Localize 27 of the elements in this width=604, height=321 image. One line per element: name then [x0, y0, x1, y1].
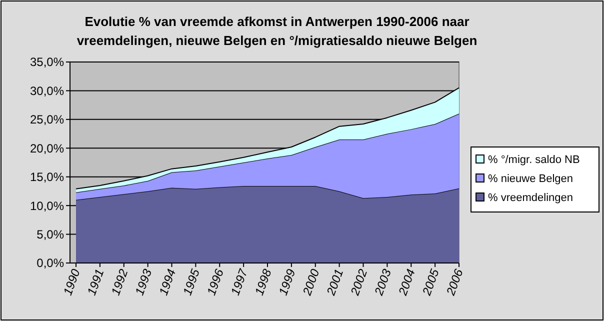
legend-label: % vreemdelingen: [488, 192, 573, 204]
x-tick-label: 2000: [300, 266, 322, 298]
x-tick-label: 2005: [419, 266, 442, 298]
x-tick-label: 1996: [204, 266, 227, 298]
legend-label: % nieuwe Belgen: [488, 172, 574, 185]
x-tick-label: 1991: [84, 267, 107, 298]
y-tick-label: 20,0%: [30, 141, 64, 156]
x-tick-label: 2003: [371, 266, 394, 298]
x-tick-label: 2004: [395, 266, 418, 298]
x-tick-label: 1999: [276, 266, 298, 298]
y-tick-label: 15,0%: [30, 170, 64, 184]
legend-label: % °/migr. saldo NB: [488, 154, 580, 166]
x-tick-label: 2002: [347, 266, 370, 298]
y-tick-label: 35,0%: [30, 55, 64, 70]
x-tick-label: 1998: [252, 266, 274, 298]
y-tick-label: 5,0%: [36, 227, 64, 242]
x-tick-label: 2001: [324, 267, 346, 298]
chart-title: Evolutie % van vreemde afkomst in Antwerpen 1990-2006 naar vreemdelingen, nieuwe Belgen en °/migratiesaldo nieuwe Belgen: [76, 14, 478, 48]
x-tick-label: 1994: [156, 266, 179, 298]
y-tick-label: 10,0%: [30, 198, 64, 213]
x-tick-label: 1997: [228, 266, 251, 298]
x-tick-label: 2006: [443, 266, 466, 298]
y-tick-label: 25,0%: [30, 112, 64, 127]
y-tick-label: 30,0%: [30, 84, 64, 98]
x-tick-label: 1995: [180, 266, 203, 298]
x-tick-label: 1993: [132, 266, 155, 298]
x-tick-label: 1992: [108, 266, 131, 298]
